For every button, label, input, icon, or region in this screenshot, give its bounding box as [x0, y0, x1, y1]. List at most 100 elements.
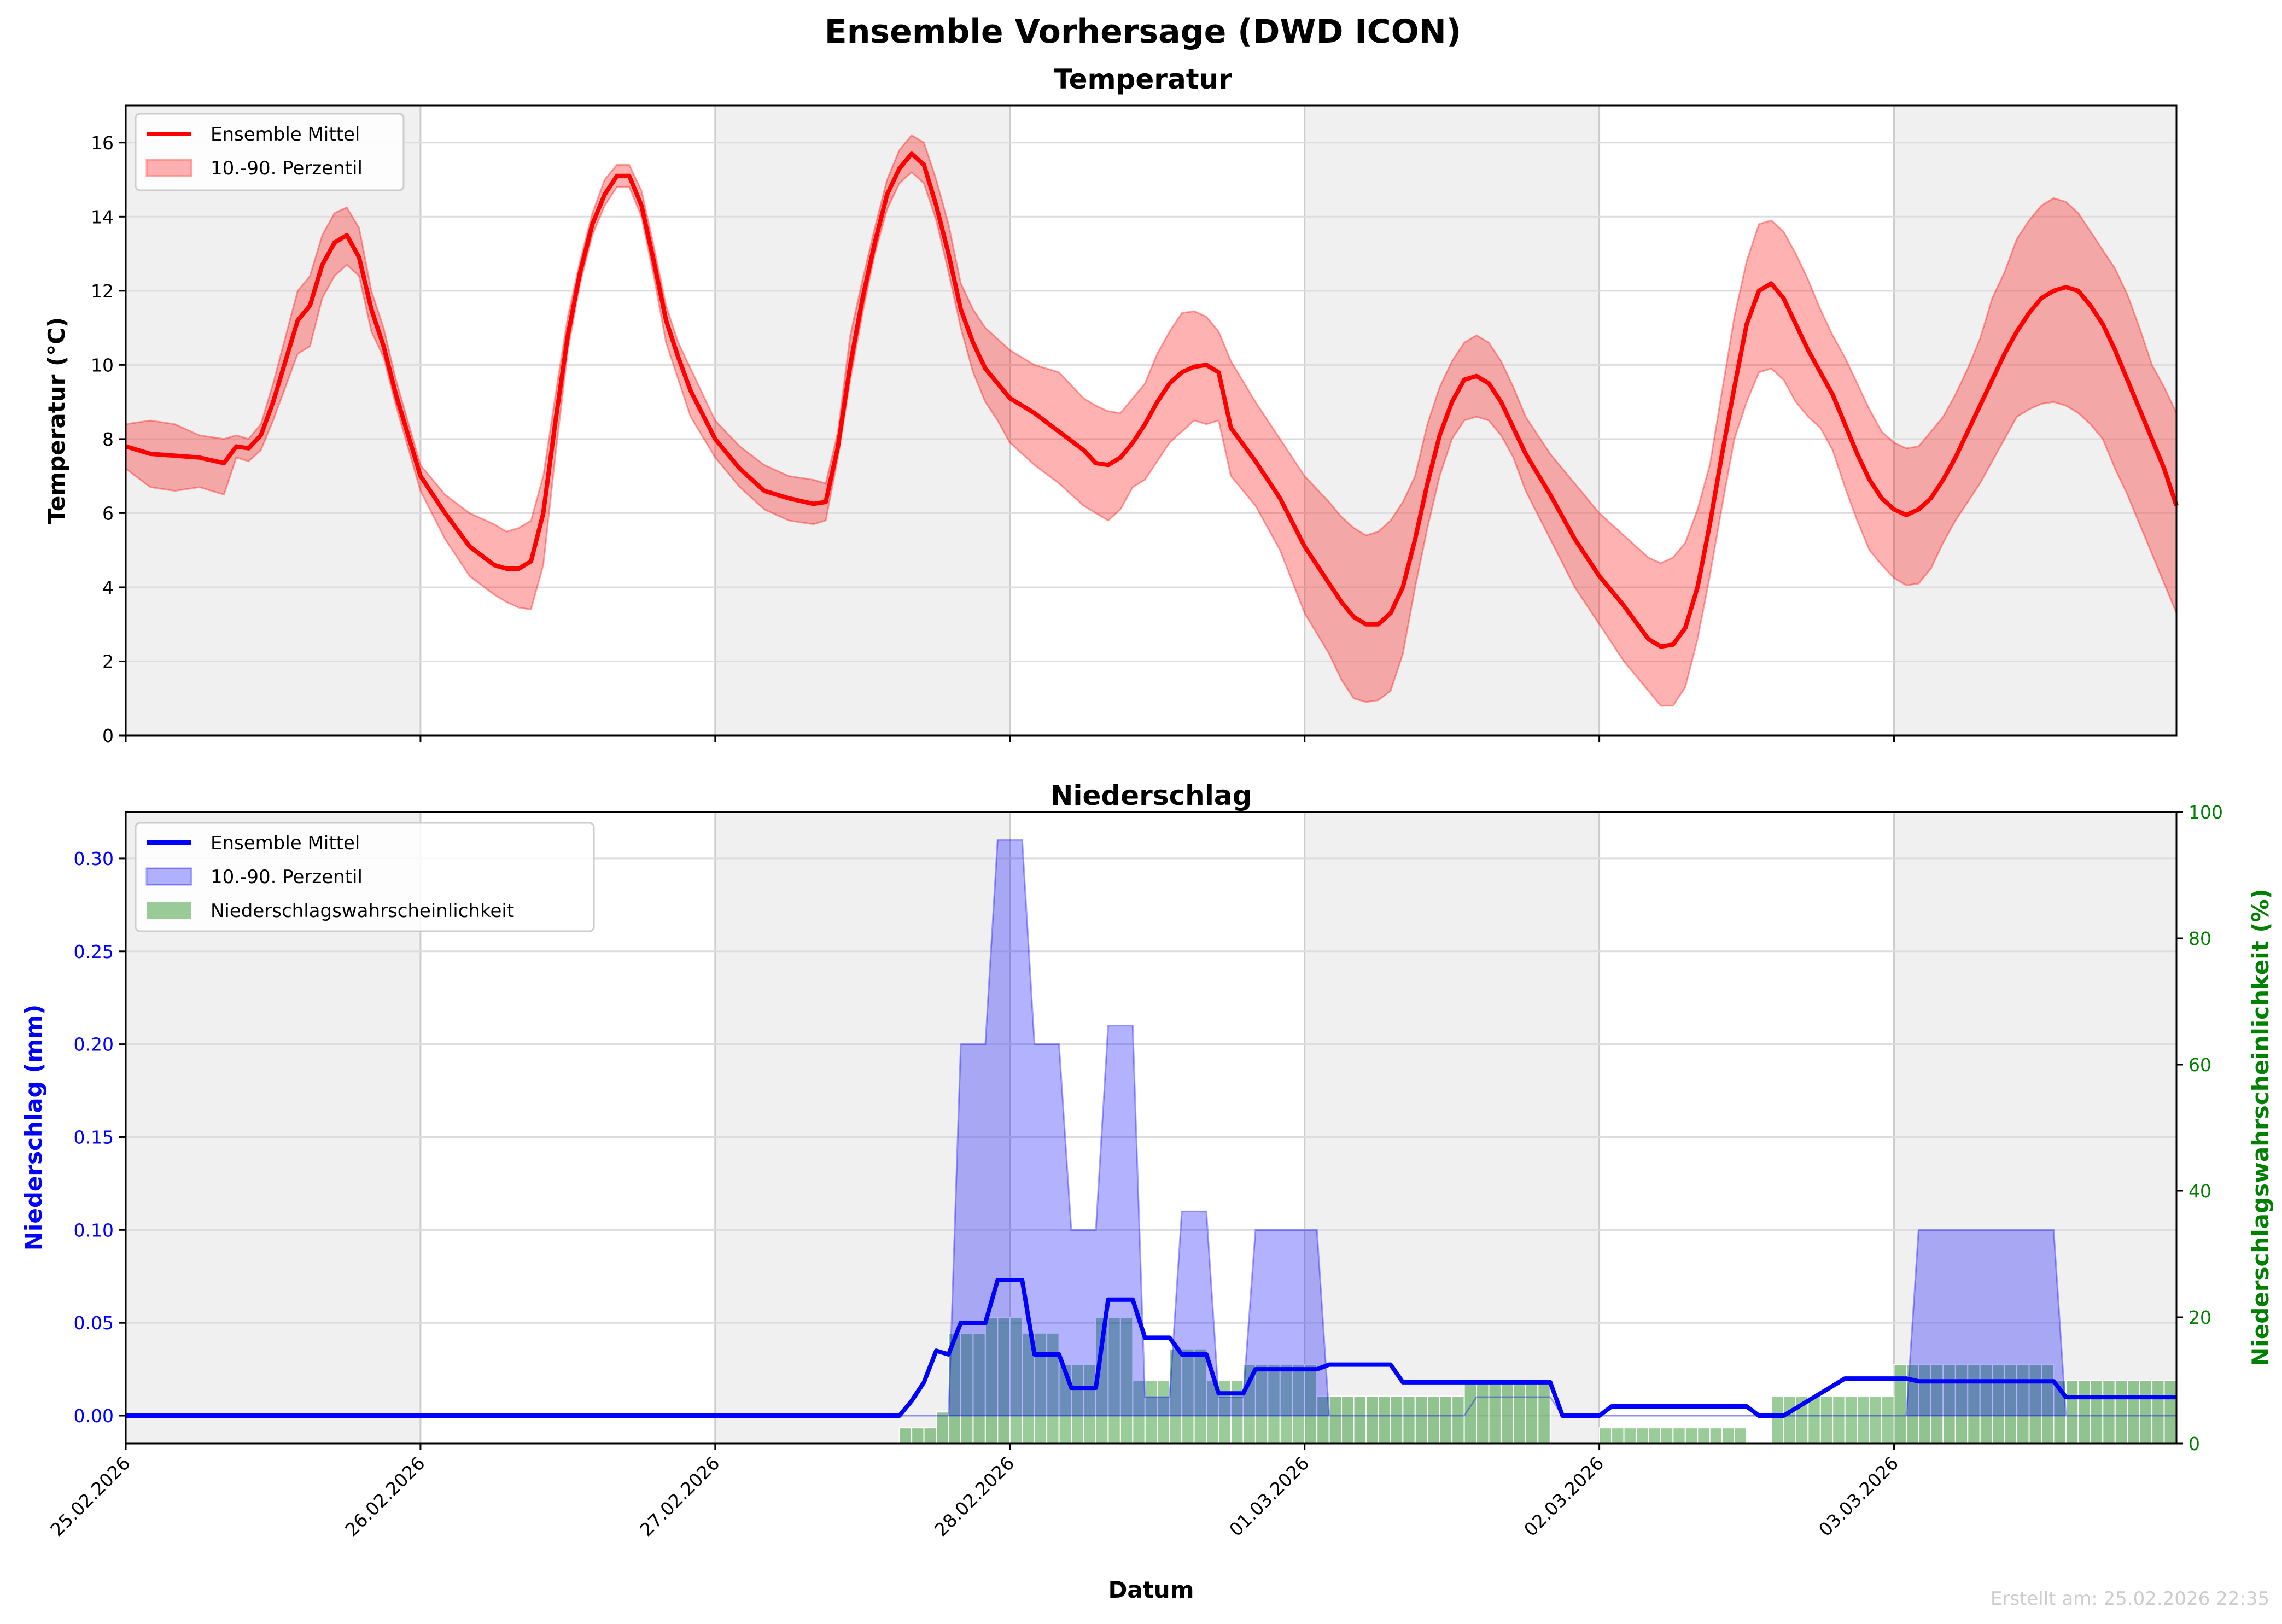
probability-bar	[2139, 1380, 2153, 1444]
probability-bar	[1881, 1395, 1895, 1444]
x-tick-label: 26.02.2026	[341, 1452, 429, 1540]
x-tick-label: 27.02.2026	[635, 1452, 723, 1540]
precipitation-percentile-band	[126, 839, 2176, 1417]
probability-bar	[1697, 1427, 1711, 1444]
temperature-day-shading	[126, 106, 421, 735]
probability-bar	[1598, 1427, 1613, 1444]
temperature-y-tick-label: 16	[91, 132, 114, 154]
precipitation-day-shading	[1894, 812, 2176, 1444]
precipitation-mean-line	[126, 1278, 2176, 1418]
probability-bar	[911, 1427, 925, 1444]
probability-bar	[1525, 1380, 1539, 1444]
probability-bar	[1635, 1427, 1649, 1444]
footer-created-at: Erstellt am: 25.02.2026 22:35	[1991, 1588, 2269, 1610]
temperature-percentile-band	[125, 134, 2178, 707]
temperature-y-axis-label: Temperatur (°C)	[43, 317, 70, 524]
precipitation-subplot-title: Niederschlag	[1050, 780, 1252, 811]
probability-bar	[1783, 1395, 1796, 1444]
temperature-y-tick-label: 2	[102, 651, 114, 672]
legend-probability-label: Niederschlagswahrscheinlichkeit	[211, 900, 514, 922]
probability-y-tick-label: 80	[2188, 928, 2211, 949]
x-tick-label: 01.03.2026	[1225, 1452, 1313, 1540]
probability-bar	[2102, 1380, 2116, 1444]
probability-bar	[1365, 1395, 1379, 1444]
probability-bar	[1427, 1395, 1440, 1444]
temperature-mean-line	[125, 151, 2179, 649]
probability-bar	[1660, 1427, 1674, 1444]
temperature-day-shading	[1894, 106, 2176, 735]
probability-bar	[1488, 1380, 1502, 1444]
temperature-day-shading	[1304, 106, 1600, 735]
legend-probability-swatch	[147, 902, 191, 919]
probability-bar	[1832, 1395, 1846, 1444]
probability-bar	[1414, 1395, 1428, 1444]
temperature-legend-box	[135, 113, 405, 191]
x-tick-label: 25.02.2026	[46, 1452, 134, 1540]
probability-y-tick-label: 60	[2188, 1054, 2211, 1076]
probability-y-tick-label: 20	[2188, 1307, 2211, 1328]
temperature-y-tick-label: 10	[91, 354, 114, 376]
probability-bar	[1623, 1427, 1637, 1444]
x-tick-label: 02.03.2026	[1520, 1452, 1608, 1540]
probability-bar	[1844, 1395, 1858, 1444]
probability-bar	[1341, 1395, 1355, 1444]
probability-bar	[1328, 1395, 1343, 1444]
temperature-y-tick-label: 14	[91, 206, 114, 227]
probability-y-tick-label: 40	[2188, 1181, 2211, 1202]
probability-bar	[2163, 1380, 2178, 1444]
probability-bar	[1857, 1395, 1870, 1444]
legend-band-swatch	[145, 867, 192, 886]
probability-bar	[2151, 1380, 2165, 1444]
probability-bar	[1353, 1395, 1367, 1444]
probability-bar	[1611, 1427, 1625, 1444]
x-tick-label: 03.03.2026	[1814, 1452, 1902, 1540]
precipitation-axes: 0.00 0.05 0.10 0.15 0.20 0.25 0.30 0 20 40 60 80 100…	[20, 780, 2274, 1603]
temperature-y-tick-label: 8	[102, 429, 114, 450]
temperature-y-tick-label: 4	[102, 577, 114, 598]
temperature-day-shading	[715, 106, 1010, 735]
probability-bar	[2077, 1380, 2091, 1444]
probability-bar	[2114, 1380, 2128, 1444]
precipitation-y-axis-label: Niederschlag (mm)	[20, 1004, 47, 1251]
legend-band-label: 10.-90. Perzentil	[211, 157, 363, 179]
probability-bar	[1390, 1395, 1404, 1444]
precipitation-day-shading	[1304, 812, 1600, 1444]
probability-bar	[1648, 1427, 1661, 1444]
probability-bar	[936, 1411, 949, 1444]
precipitation-y-tick-label: 0.25	[74, 941, 114, 962]
probability-bar	[2127, 1380, 2140, 1444]
legend-mean-label: Ensemble Mittel	[211, 832, 360, 854]
legend-band-swatch	[145, 159, 192, 177]
probability-bar	[1684, 1427, 1699, 1444]
precipitation-y-tick-label: 0.20	[74, 1034, 114, 1055]
probability-bar	[1770, 1395, 1784, 1444]
precipitation-legend-box	[135, 822, 595, 932]
probability-bar	[1513, 1380, 1526, 1444]
probability-bar	[1402, 1395, 1416, 1444]
legend-band-label: 10.-90. Perzentil	[211, 866, 363, 888]
probability-bar	[1537, 1380, 1551, 1444]
probability-bar	[1709, 1427, 1723, 1444]
temperature-y-tick-label: 0	[102, 725, 114, 746]
probability-y-tick-label: 0	[2188, 1433, 2200, 1454]
precipitation-y-tick-label: 0.30	[74, 848, 114, 869]
probability-bar	[898, 1427, 913, 1444]
temperature-axes: 0 2 4 6 8 10 12 14 16 Temperatur Temperatur (°C) En…	[43, 63, 2179, 746]
x-axis-label: Datum	[1108, 1576, 1194, 1603]
probability-y-axis-label: Niederschlagswahrscheinlichkeit (%)	[2247, 889, 2274, 1366]
probability-bar	[1807, 1395, 1821, 1444]
probability-bar	[2090, 1380, 2104, 1444]
temperature-y-tick-label: 6	[102, 503, 114, 524]
probability-bar	[1439, 1395, 1453, 1444]
probability-bar	[1869, 1395, 1883, 1444]
probability-y-tick-label: 100	[2188, 802, 2223, 823]
precipitation-y-tick-label: 0.10	[74, 1219, 114, 1241]
precipitation-y-tick-label: 0.05	[74, 1312, 114, 1334]
axes-border	[125, 811, 2178, 1445]
probability-bar	[1476, 1380, 1490, 1444]
temperature-subplot-title: Temperatur	[1054, 63, 1232, 95]
probability-bar	[1500, 1380, 1514, 1444]
x-tick-label: 28.02.2026	[930, 1452, 1018, 1540]
probability-bar	[1819, 1395, 1834, 1444]
